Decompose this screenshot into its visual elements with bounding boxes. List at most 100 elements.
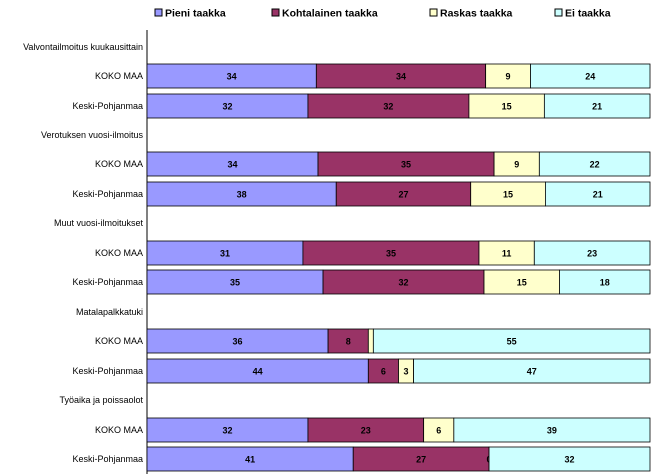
data-label-raskas-taakka: 3 <box>404 367 409 377</box>
legend-swatch <box>271 8 280 17</box>
data-label-ei-taakka: 23 <box>587 249 597 259</box>
data-label-raskas-taakka: 15 <box>502 102 512 112</box>
data-label-ei-taakka: 47 <box>527 367 537 377</box>
bar-segment-kohtalainen-taakka <box>352 446 490 472</box>
bar-segment-ei-taakka <box>533 240 651 266</box>
data-label-pieni-taakka: 31 <box>220 249 230 259</box>
row-label: Keski-Pohjanmaa <box>72 454 143 464</box>
data-label-ei-taakka: 39 <box>547 426 557 436</box>
bar-segment-ei-taakka <box>488 446 651 472</box>
legend-item-ei-taakka: Ei taakka <box>554 8 611 20</box>
data-label-pieni-taakka: 38 <box>237 190 247 200</box>
data-label-pieni-taakka: 34 <box>227 72 237 82</box>
data-label-raskas-taakka: 6 <box>436 426 441 436</box>
data-label-kohtalainen-taakka: 6 <box>381 367 386 377</box>
data-label-kohtalainen-taakka: 35 <box>386 249 396 259</box>
bar-segment-kohtalainen-taakka <box>335 181 472 207</box>
bar-segment-raskas-taakka <box>367 328 374 354</box>
legend-label: Kohtalainen taakka <box>282 8 378 20</box>
bar-segment-kohtalainen-taakka <box>307 93 470 119</box>
legend-item-kohtalainen-taakka: Kohtalainen taakka <box>271 8 378 20</box>
bar-segment-kohtalainen-taakka <box>317 151 495 177</box>
data-label-ei-taakka: 21 <box>593 190 603 200</box>
bar-segment-ei-taakka <box>543 93 651 119</box>
data-label-kohtalainen-taakka: 32 <box>399 278 409 288</box>
bar-segment-pieni-taakka <box>146 240 304 266</box>
bar-segment-ei-taakka <box>559 269 651 295</box>
bar-segment-pieni-taakka <box>146 358 369 384</box>
bar-segment-kohtalainen-taakka <box>315 63 487 89</box>
legend-swatch <box>429 8 438 17</box>
data-label-kohtalainen-taakka: 34 <box>396 72 406 82</box>
data-label-ei-taakka: 18 <box>600 278 610 288</box>
data-label-kohtalainen-taakka: 32 <box>383 102 393 112</box>
bar-segment-kohtalainen-taakka <box>367 358 399 384</box>
legend-item-pieni-taakka: Pieni taakka <box>154 8 226 20</box>
legend: Pieni taakka Kohtalainen taakka Raskas taa… <box>154 8 611 20</box>
row-label: Keski-Pohjanmaa <box>72 277 143 287</box>
bar-segment-ei-taakka <box>413 358 651 384</box>
data-label-pieni-taakka: 35 <box>230 278 240 288</box>
data-label-ei-taakka: 24 <box>585 72 595 82</box>
data-label-pieni-taakka: 41 <box>245 455 255 465</box>
data-label-raskas-taakka: 9 <box>506 72 511 82</box>
data-label-raskas-taakka: 11 <box>502 249 512 259</box>
bar-segment-kohtalainen-taakka <box>302 240 480 266</box>
bar-segment-ei-taakka <box>453 417 651 443</box>
bar-segment-ei-taakka <box>538 151 651 177</box>
bar-row-verotuksen-vuosi-ilmoitus-koko-maa: KOKO MAA 34 35 9 22 <box>95 151 651 177</box>
group-title-muut-vuosi-ilmoitukset: Muut vuosi-ilmoitukset <box>54 218 144 228</box>
group-title-tyoaika-ja-poissaolot: Työaika ja poissaolot <box>59 395 143 405</box>
data-label-pieni-taakka: 44 <box>253 367 263 377</box>
row-label: KOKO MAA <box>95 159 143 169</box>
bar-row-tyoaika-ja-poissaolot-keski-pohjanmaa: Keski-Pohjanmaa4127032 <box>72 446 651 472</box>
row-label: KOKO MAA <box>95 248 143 258</box>
data-label-raskas-taakka: 15 <box>503 190 513 200</box>
bar-segment-pieni-taakka <box>146 446 354 472</box>
bar-row-matalapalkkatuki-keski-pohjanmaa: Keski-Pohjanmaa 44 6 3 47 <box>72 358 651 384</box>
data-label-kohtalainen-taakka: 23 <box>361 426 371 436</box>
bar-segment-kohtalainen-taakka <box>327 328 369 354</box>
row-label: Keski-Pohjanmaa <box>72 366 143 376</box>
data-label-ei-taakka: 55 <box>507 337 517 347</box>
data-label-ei-taakka: 32 <box>565 455 575 465</box>
bar-row-tyoaika-ja-poissaolot-koko-maa: KOKO MAA 32 23 6 39 <box>95 417 651 443</box>
bar-segment-ei-taakka <box>372 328 651 354</box>
bar-segment-raskas-taakka <box>470 181 546 207</box>
data-label-kohtalainen-taakka: 27 <box>416 455 426 465</box>
bar-segment-pieni-taakka <box>146 151 319 177</box>
bar-row-valvontailmoitus-kuukausittain-koko-maa: KOKO MAA 34 34 9 24 <box>95 63 651 89</box>
data-label-kohtalainen-taakka: 8 <box>346 337 351 347</box>
bar-segment-raskas-taakka <box>485 63 531 89</box>
bar-segment-raskas-taakka <box>483 269 560 295</box>
row-label: KOKO MAA <box>95 71 143 81</box>
row-label: KOKO MAA <box>95 336 143 346</box>
data-label-kohtalainen-taakka: 27 <box>398 190 408 200</box>
row-label: Keski-Pohjanmaa <box>72 101 143 111</box>
bar-segment-raskas-taakka <box>493 151 540 177</box>
legend-label: Pieni taakka <box>165 8 226 20</box>
data-label-raskas-taakka: 9 <box>514 160 519 170</box>
bar-segment-pieni-taakka <box>146 181 337 207</box>
group-title-matalapalkkatuki: Matalapalkkatuki <box>76 307 143 317</box>
bar-segment-kohtalainen-taakka <box>307 417 425 443</box>
group-title-verotuksen-vuosi-ilmoitus: Verotuksen vuosi-ilmoitus <box>41 130 144 140</box>
data-label-ei-taakka: 22 <box>590 160 600 170</box>
legend-swatch <box>154 8 163 17</box>
bar-row-matalapalkkatuki-koko-maa: KOKO MAA 36 8 55 <box>95 328 651 354</box>
bar-segment-raskas-taakka <box>478 240 535 266</box>
data-label-pieni-taakka: 32 <box>222 426 232 436</box>
data-label-ei-taakka: 21 <box>592 102 602 112</box>
legend-swatch <box>554 8 563 17</box>
bar-row-muut-vuosi-ilmoitukset-keski-pohjanmaa: Keski-Pohjanmaa 35 32 15 18 <box>72 269 651 295</box>
bar-segment-pieni-taakka <box>146 417 309 443</box>
row-label: KOKO MAA <box>95 425 143 435</box>
row-label: Keski-Pohjanmaa <box>72 189 143 199</box>
legend-item-raskas-taakka: Raskas taakka <box>429 8 513 20</box>
bar-segment-ei-taakka <box>530 63 651 89</box>
group-title-valvontailmoitus-kuukausittain: Valvontailmoitus kuukausittain <box>23 42 143 52</box>
data-label-pieni-taakka: 32 <box>222 102 232 112</box>
bar-segment-ei-taakka <box>545 181 651 207</box>
